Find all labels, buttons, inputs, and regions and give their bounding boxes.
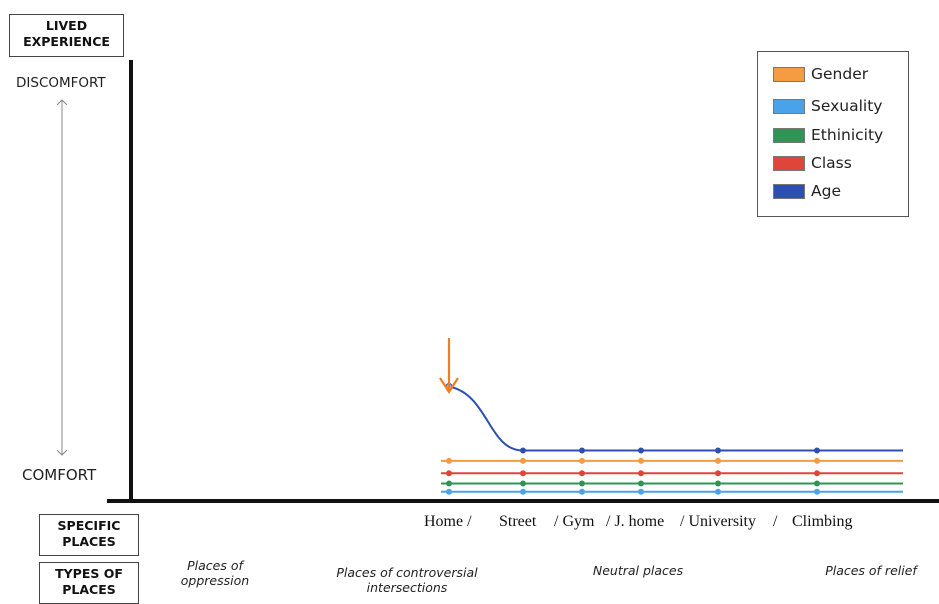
legend-item-age: Age <box>773 181 841 201</box>
place-type-controversial: Places of controversial intersections <box>336 565 478 595</box>
data-point-ethinicity-street <box>520 480 526 487</box>
data-point-gender-gym <box>579 457 585 464</box>
chart-legend: Gender Sexuality Ethinicity Class Age <box>757 51 909 217</box>
legend-swatch-sexuality <box>773 98 805 114</box>
data-point-gender-climbing <box>814 457 820 464</box>
home-pointer-arrow <box>439 338 459 395</box>
data-point-gender-university <box>715 457 721 464</box>
place-label-home: Home / <box>424 513 472 530</box>
data-point-class-climbing <box>814 470 820 477</box>
data-point-class-j-home <box>638 470 644 477</box>
legend-label-ethinicity: Ethinicity <box>811 126 884 144</box>
legend-swatch-ethinicity <box>773 127 805 143</box>
series-group <box>441 382 903 495</box>
legend-item-ethinicity: Ethinicity <box>773 125 883 145</box>
y-axis-title-box: LIVED EXPERIENCE <box>9 14 124 57</box>
place-label-j-home: / J. home <box>606 513 665 530</box>
data-point-sexuality-gym <box>579 488 585 495</box>
data-point-sexuality-home <box>446 488 452 495</box>
y-axis-bottom-label: COMFORT <box>22 466 97 484</box>
place-label-university: / University <box>680 513 756 530</box>
data-point-age-street <box>520 447 526 454</box>
place-label-street: Street <box>499 513 537 530</box>
data-point-age-j-home <box>638 447 644 454</box>
data-point-age-climbing <box>814 447 820 454</box>
data-point-class-gym <box>579 470 585 477</box>
data-point-sexuality-street <box>520 488 526 495</box>
legend-swatch-gender <box>773 66 805 82</box>
legend-swatch-class <box>773 155 805 171</box>
legend-label-class: Class <box>811 154 852 172</box>
x-axis-title-box: SPECIFIC PLACES <box>39 514 139 556</box>
data-point-ethinicity-home <box>446 480 452 487</box>
data-point-gender-j-home <box>638 457 644 464</box>
place-type-oppression: Places of oppression <box>180 558 250 588</box>
data-point-ethinicity-climbing <box>814 480 820 487</box>
place-label-climbing: Climbing <box>792 513 853 530</box>
place-type-neutral: Neutral places <box>592 563 684 578</box>
legend-label-sexuality: Sexuality <box>811 97 883 115</box>
legend-item-sexuality: Sexuality <box>773 96 882 116</box>
series-line-age <box>448 385 903 452</box>
data-point-ethinicity-gym <box>579 480 585 487</box>
legend-item-gender: Gender <box>773 64 868 84</box>
data-point-class-street <box>520 470 526 477</box>
data-point-ethinicity-j-home <box>638 480 644 487</box>
data-point-gender-street <box>520 457 526 464</box>
data-point-gender-home <box>446 457 452 464</box>
data-point-age-gym <box>579 447 585 454</box>
legend-label-gender: Gender <box>811 65 869 83</box>
place-label-separator: / <box>773 513 778 530</box>
data-point-sexuality-j-home <box>638 488 644 495</box>
data-point-sexuality-climbing <box>814 488 820 495</box>
place-label-gym: / Gym <box>554 513 595 530</box>
data-point-class-university <box>715 470 721 477</box>
data-point-sexuality-university <box>715 488 721 495</box>
place-type-relief: Places of relief <box>825 563 917 578</box>
data-point-age-university <box>715 447 721 454</box>
data-point-class-home <box>446 470 452 477</box>
legend-label-age: Age <box>811 182 841 200</box>
legend-item-class: Class <box>773 153 852 173</box>
legend-swatch-age <box>773 183 805 199</box>
y-axis-top-label: DISCOMFORT <box>16 75 106 91</box>
place-types-title-box: TYPES OF PLACES <box>39 562 139 604</box>
data-point-ethinicity-university <box>715 480 721 487</box>
